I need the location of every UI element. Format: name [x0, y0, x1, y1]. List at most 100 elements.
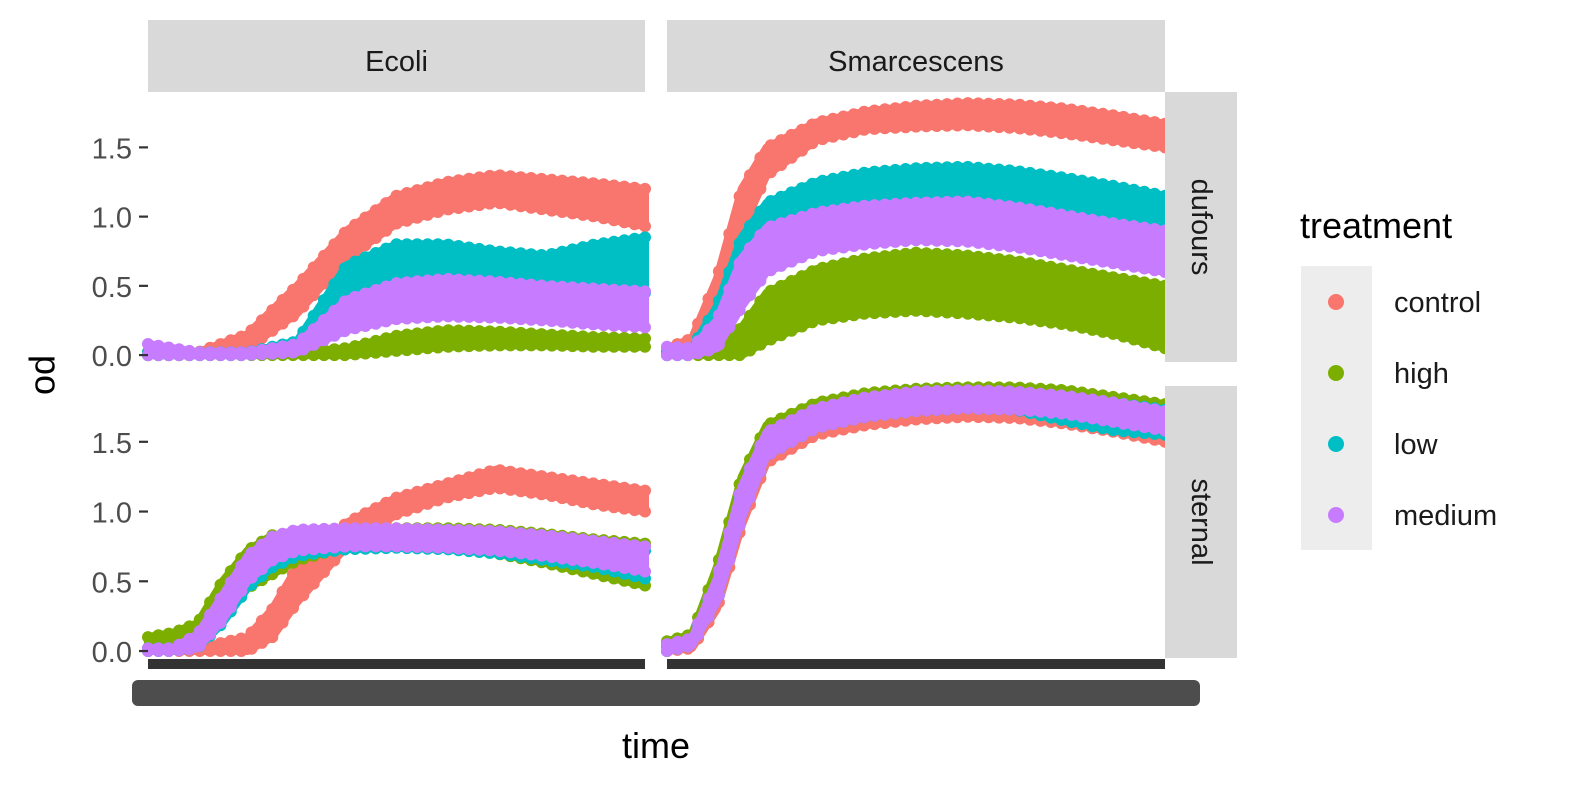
data-point-medium — [837, 415, 850, 428]
data-point-medium — [307, 323, 320, 336]
data-point-medium — [878, 389, 891, 402]
data-point-medium — [1044, 406, 1057, 419]
data-point-control — [847, 108, 860, 121]
data-point-medium — [754, 439, 767, 452]
data-point-control — [702, 292, 715, 305]
data-point-low — [431, 238, 444, 251]
data-point-control — [754, 151, 767, 164]
data-point-medium — [204, 349, 217, 362]
data-point-control — [452, 202, 465, 214]
data-point-medium — [1055, 248, 1068, 261]
data-point-medium — [297, 332, 310, 345]
data-point-medium — [816, 205, 829, 218]
data-point-medium — [775, 419, 788, 432]
data-point-medium — [868, 409, 881, 422]
data-point-low — [1086, 176, 1099, 189]
data-point-medium — [504, 526, 517, 539]
data-point-control — [411, 211, 424, 224]
data-point-control — [473, 171, 486, 184]
data-point-medium — [1127, 419, 1140, 432]
data-point-medium — [785, 214, 798, 227]
data-point-control — [868, 104, 881, 117]
data-point-medium — [972, 196, 985, 209]
data-point-medium — [452, 542, 465, 555]
data-point-high — [328, 349, 341, 362]
strip-smarcescens — [667, 20, 1165, 92]
data-point-control — [607, 179, 620, 192]
data-point-control — [806, 137, 819, 150]
data-point-medium — [607, 283, 620, 296]
data-point-medium — [930, 403, 943, 416]
data-point-medium — [868, 199, 881, 212]
data-point-medium — [723, 283, 736, 296]
data-point-medium — [1024, 386, 1037, 399]
data-point-high — [930, 305, 943, 318]
data-point-medium — [359, 320, 372, 332]
data-point-low — [504, 246, 517, 259]
data-point-medium — [152, 349, 165, 362]
data-point-control — [390, 491, 403, 504]
data-point-medium — [712, 564, 725, 577]
data-point-control — [618, 180, 631, 193]
data-point-control — [255, 636, 268, 649]
data-point-low — [1096, 178, 1109, 191]
data-point-medium — [1117, 259, 1130, 272]
data-point-high — [1086, 267, 1099, 280]
data-point-control — [889, 102, 902, 115]
data-point-medium — [795, 409, 808, 422]
data-point-medium — [276, 527, 289, 540]
data-point-control — [431, 494, 444, 507]
data-point-control — [245, 626, 258, 639]
data-point-medium — [349, 290, 362, 303]
data-point-medium — [712, 309, 725, 322]
data-point-medium — [744, 289, 756, 302]
data-point-medium — [390, 313, 403, 326]
data-point-high — [504, 326, 517, 339]
data-point-medium — [723, 554, 736, 567]
data-point-medium — [628, 320, 641, 333]
data-point-medium — [764, 264, 777, 277]
data-point-high — [1096, 325, 1109, 338]
data-point-high — [1148, 339, 1161, 352]
data-point-medium — [587, 318, 600, 331]
data-point-medium — [827, 204, 839, 217]
data-point-medium — [744, 242, 756, 254]
data-point-control — [400, 504, 413, 517]
data-point-control — [473, 485, 486, 498]
data-point-control — [951, 119, 964, 132]
data-point-medium — [827, 398, 839, 411]
data-point-low — [494, 245, 506, 258]
data-point-low — [910, 162, 922, 175]
data-point-high — [1003, 311, 1016, 324]
data-point-control — [307, 577, 320, 590]
data-point-control — [483, 197, 496, 210]
data-point-medium — [847, 413, 860, 426]
data-point-low — [1065, 172, 1078, 185]
data-point-control — [411, 184, 424, 197]
data-point-control — [1065, 103, 1078, 116]
data-point-medium — [628, 539, 641, 552]
data-point-control — [535, 172, 548, 185]
data-point-medium — [764, 220, 777, 233]
data-point-high — [806, 316, 819, 329]
data-point-high — [1055, 262, 1068, 275]
data-point-medium — [858, 238, 871, 251]
data-point-medium — [1024, 404, 1037, 417]
data-point-medium — [545, 315, 558, 327]
data-point-control — [930, 120, 943, 132]
data-point-medium — [1127, 260, 1140, 273]
x-axis-ticks-smarcescens — [667, 659, 1165, 669]
data-point-control — [483, 465, 496, 478]
data-point-control — [359, 239, 372, 252]
data-point-control — [1127, 112, 1140, 125]
data-point-medium — [858, 411, 871, 424]
data-point-control — [411, 485, 424, 498]
data-point-low — [556, 245, 569, 258]
data-point-control — [1107, 109, 1120, 122]
strip-label-ecoli: Ecoli — [365, 46, 428, 78]
data-point-medium — [744, 462, 756, 475]
data-point-high — [868, 307, 881, 320]
data-point-control — [628, 483, 641, 496]
data-point-medium — [504, 312, 517, 325]
